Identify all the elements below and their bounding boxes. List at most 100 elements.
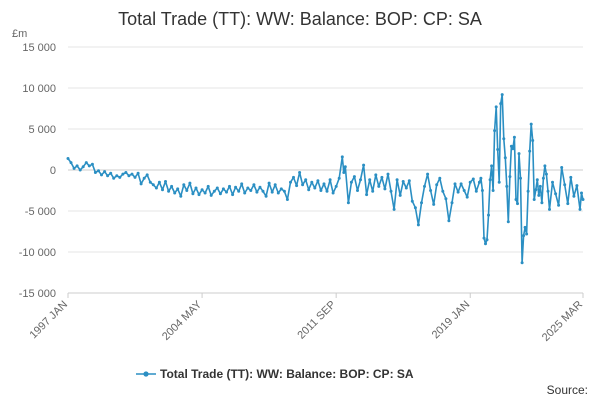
data-point[interactable] [316, 179, 320, 183]
data-point[interactable] [441, 189, 445, 193]
data-point[interactable] [447, 219, 451, 223]
data-point[interactable] [505, 184, 509, 188]
data-point[interactable] [484, 242, 487, 246]
data-point[interactable] [541, 176, 545, 180]
data-point[interactable] [516, 202, 519, 206]
data-point[interactable] [103, 170, 107, 174]
data-point[interactable] [523, 225, 527, 229]
data-point[interactable] [194, 186, 198, 190]
data-point[interactable] [386, 172, 390, 176]
data-point[interactable] [78, 168, 82, 172]
data-point[interactable] [474, 189, 478, 193]
data-point[interactable] [188, 181, 192, 185]
data-point[interactable] [285, 198, 289, 201]
data-point[interactable] [438, 176, 442, 180]
data-point[interactable] [359, 178, 362, 182]
data-point[interactable] [502, 137, 506, 141]
data-point[interactable] [572, 194, 576, 198]
data-point[interactable] [410, 199, 414, 203]
data-point[interactable] [563, 183, 567, 187]
data-point[interactable] [319, 189, 323, 192]
data-point[interactable] [480, 189, 484, 192]
data-point[interactable] [519, 176, 522, 180]
data-point[interactable] [540, 201, 544, 205]
data-point[interactable] [453, 182, 457, 186]
data-point[interactable] [548, 207, 551, 211]
legend[interactable]: Total Trade (TT): WW: Balance: BOP: CP: … [136, 367, 414, 381]
data-point[interactable] [413, 206, 417, 210]
data-point[interactable] [546, 189, 550, 193]
data-point[interactable] [179, 194, 183, 198]
data-point[interactable] [380, 175, 384, 179]
data-point[interactable] [66, 157, 70, 160]
data-point[interactable] [121, 172, 125, 176]
data-point[interactable] [465, 195, 469, 199]
data-point[interactable] [97, 169, 100, 173]
data-point[interactable] [490, 164, 494, 168]
data-point[interactable] [368, 178, 372, 182]
data-point[interactable] [279, 187, 283, 191]
data-point[interactable] [395, 178, 399, 182]
data-point[interactable] [243, 191, 247, 195]
data-point[interactable] [295, 184, 299, 188]
data-point[interactable] [234, 185, 238, 189]
data-point[interactable] [115, 174, 119, 178]
data-point[interactable] [581, 198, 585, 201]
data-point[interactable] [432, 202, 436, 206]
data-point[interactable] [225, 190, 228, 194]
data-point[interactable] [231, 193, 235, 197]
data-point[interactable] [342, 171, 346, 174]
data-point[interactable] [514, 198, 518, 201]
data-point[interactable] [264, 194, 268, 198]
data-point[interactable] [508, 175, 512, 179]
data-point[interactable] [525, 232, 529, 236]
data-point[interactable] [520, 261, 524, 265]
data-point[interactable] [580, 191, 583, 195]
data-point[interactable] [170, 184, 174, 188]
data-point[interactable] [161, 188, 164, 192]
data-point[interactable] [444, 197, 448, 201]
data-point[interactable] [383, 187, 387, 191]
data-point[interactable] [493, 129, 497, 133]
data-point[interactable] [221, 187, 225, 191]
data-point[interactable] [450, 201, 454, 205]
data-point[interactable] [462, 189, 466, 192]
data-point[interactable] [356, 189, 359, 192]
data-point[interactable] [292, 175, 295, 179]
data-point[interactable] [404, 186, 408, 190]
data-point[interactable] [167, 189, 171, 193]
data-point[interactable] [136, 171, 140, 175]
data-point[interactable] [325, 189, 329, 193]
data-point[interactable] [578, 207, 582, 211]
data-point[interactable] [84, 161, 88, 165]
data-point[interactable] [538, 184, 542, 188]
data-point[interactable] [420, 201, 423, 205]
data-point[interactable] [506, 220, 510, 224]
data-point[interactable] [352, 175, 356, 179]
data-point[interactable] [456, 190, 460, 194]
data-point[interactable] [334, 184, 338, 188]
data-point[interactable] [218, 192, 222, 196]
data-point[interactable] [100, 173, 103, 177]
data-point[interactable] [206, 184, 210, 188]
data-point[interactable] [517, 152, 521, 156]
data-point[interactable] [534, 188, 538, 192]
data-point[interactable] [87, 164, 91, 168]
data-point[interactable] [301, 183, 305, 187]
data-point[interactable] [494, 105, 498, 109]
data-point[interactable] [307, 188, 311, 192]
data-point[interactable] [503, 156, 507, 160]
data-point[interactable] [477, 180, 481, 184]
data-point[interactable] [304, 178, 308, 182]
data-point[interactable] [118, 175, 122, 179]
data-point[interactable] [535, 178, 539, 182]
data-point[interactable] [191, 192, 195, 196]
data-point[interactable] [485, 238, 489, 242]
data-point[interactable] [500, 93, 504, 97]
data-point[interactable] [554, 192, 558, 196]
data-point[interactable] [491, 189, 495, 192]
data-point[interactable] [487, 213, 490, 217]
data-point[interactable] [93, 171, 97, 174]
data-point[interactable] [276, 191, 280, 195]
data-point[interactable] [328, 178, 332, 182]
